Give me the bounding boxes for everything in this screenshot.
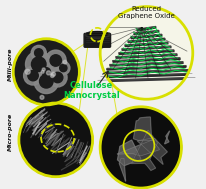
Circle shape <box>42 68 50 76</box>
Circle shape <box>42 68 45 71</box>
Circle shape <box>40 95 44 99</box>
Circle shape <box>63 60 67 64</box>
Polygon shape <box>107 66 186 70</box>
Circle shape <box>25 69 30 74</box>
Polygon shape <box>98 77 195 82</box>
Circle shape <box>26 51 52 77</box>
Circle shape <box>35 49 43 57</box>
Circle shape <box>100 7 193 99</box>
Circle shape <box>57 61 70 75</box>
Circle shape <box>50 74 54 77</box>
Polygon shape <box>134 30 159 35</box>
Polygon shape <box>117 140 159 156</box>
Circle shape <box>32 57 46 71</box>
Polygon shape <box>119 158 125 181</box>
Circle shape <box>13 39 79 105</box>
Circle shape <box>28 70 38 81</box>
Polygon shape <box>128 38 165 43</box>
Circle shape <box>31 45 46 60</box>
Polygon shape <box>122 46 171 50</box>
Text: Cellulose
Nanocrystal: Cellulose Nanocrystal <box>63 81 120 100</box>
Polygon shape <box>131 34 162 39</box>
Circle shape <box>60 64 67 72</box>
Circle shape <box>45 50 66 71</box>
Circle shape <box>24 66 42 85</box>
Ellipse shape <box>85 32 110 38</box>
Polygon shape <box>131 130 158 170</box>
Polygon shape <box>118 140 141 166</box>
Polygon shape <box>125 42 168 46</box>
Polygon shape <box>133 117 152 140</box>
Polygon shape <box>113 58 180 62</box>
Circle shape <box>47 71 51 75</box>
Circle shape <box>50 55 61 66</box>
Circle shape <box>39 64 54 79</box>
Polygon shape <box>101 74 192 78</box>
FancyBboxPatch shape <box>84 33 111 47</box>
Circle shape <box>48 68 67 87</box>
Polygon shape <box>137 26 156 31</box>
Text: Milli-pore: Milli-pore <box>8 47 13 81</box>
Polygon shape <box>165 131 170 144</box>
Text: Micro-pore: Micro-pore <box>8 113 13 151</box>
Circle shape <box>41 70 44 73</box>
Circle shape <box>19 103 93 177</box>
Circle shape <box>34 69 59 94</box>
Circle shape <box>53 72 63 83</box>
Polygon shape <box>119 50 174 54</box>
Circle shape <box>100 107 181 188</box>
Polygon shape <box>104 70 189 74</box>
Text: Reduced
Graphene Oxide: Reduced Graphene Oxide <box>118 6 175 19</box>
Polygon shape <box>137 138 167 164</box>
Circle shape <box>40 74 53 88</box>
Polygon shape <box>116 54 177 58</box>
Polygon shape <box>110 62 183 66</box>
Ellipse shape <box>87 32 108 36</box>
Circle shape <box>52 72 55 76</box>
